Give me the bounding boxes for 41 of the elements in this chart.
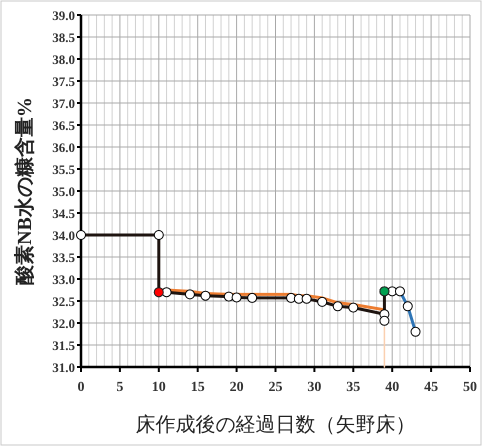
- point: [302, 294, 312, 304]
- x-tick-label: 0: [78, 380, 84, 395]
- x-tick-label: 35: [346, 380, 360, 395]
- y-tick-label: 34.0: [52, 228, 75, 243]
- point: [200, 290, 210, 301]
- x-axis-title: 床作成後の経過日数（矢野床）: [136, 414, 416, 436]
- x-tick-label: 10: [152, 380, 166, 395]
- y-tick-label: 38.5: [52, 30, 76, 45]
- point: [332, 301, 343, 312]
- y-tick-label: 36.5: [52, 118, 76, 133]
- y-tick-label: 31.0: [52, 360, 75, 375]
- y-tick-label: 32.5: [52, 294, 76, 309]
- point: [317, 296, 328, 307]
- x-tick-label: 30: [307, 380, 322, 395]
- y-tick-label: 33.5: [52, 250, 76, 265]
- x-tick-label: 20: [230, 380, 244, 395]
- y-tick-label: 33.0: [52, 272, 75, 287]
- x-tick-label: 40: [385, 380, 400, 395]
- point: [247, 292, 258, 303]
- point: [348, 302, 358, 313]
- y-tick-label: 37.5: [52, 74, 76, 89]
- x-tick-label: 5: [116, 380, 124, 395]
- y-tick-label: 34.5: [52, 206, 76, 221]
- x-tick-label: 45: [424, 380, 438, 395]
- x-tick-label: 50: [463, 380, 477, 395]
- point: [76, 230, 86, 240]
- y-tick-label: 39.0: [52, 8, 75, 23]
- y-tick-label: 35.0: [52, 184, 75, 199]
- y-tick-label: 38.0: [52, 52, 75, 67]
- y-tick-label: 31.5: [52, 338, 76, 353]
- y-tick-label: 32.0: [52, 316, 75, 331]
- y-axis-title: 酸素NB水の糠含量%: [13, 97, 36, 285]
- y-tick-label: 35.5: [52, 162, 76, 177]
- point: [154, 230, 164, 240]
- x-tick-label: 25: [268, 380, 282, 395]
- point: [232, 292, 242, 302]
- y-tick-label: 36.0: [52, 140, 75, 155]
- point: [379, 316, 390, 326]
- x-tick-label: 15: [190, 380, 205, 395]
- y-tick-label: 37.0: [52, 96, 75, 111]
- point: [184, 289, 195, 300]
